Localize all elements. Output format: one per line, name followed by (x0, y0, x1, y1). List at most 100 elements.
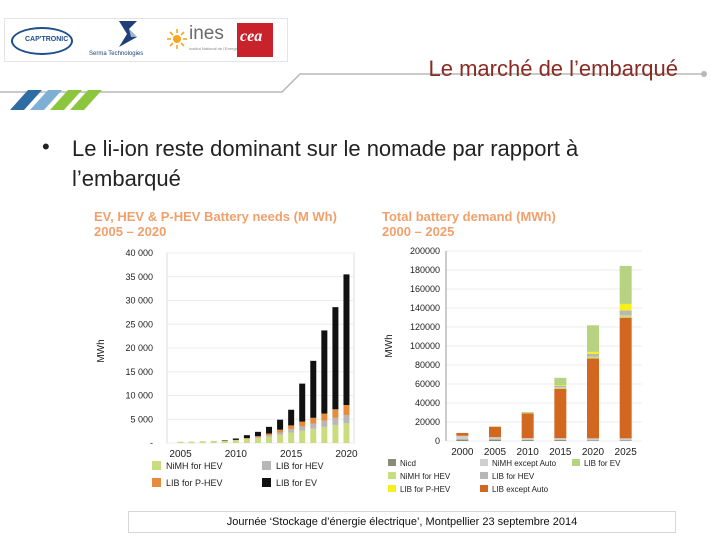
right-bar-segment (619, 315, 632, 318)
left-bar-segment (288, 409, 295, 426)
right-legend-swatch (388, 472, 396, 479)
left-chart-title: EV, HEV & P-HEV Battery needs (M Wh) (94, 209, 337, 224)
left-ytick-label: 20 000 (125, 343, 153, 353)
right-legend-label: NiMH except Auto (492, 459, 557, 468)
left-ytick-label: 40 000 (125, 248, 153, 258)
bullet-text: Le li-ion reste dominant sur le nomade p… (72, 136, 579, 191)
right-ytick-label: 60000 (415, 379, 440, 389)
left-bar-segment (299, 426, 306, 431)
left-ytick-label: 35 000 (125, 272, 153, 282)
ines-logo-text: ines (189, 23, 224, 44)
left-chart-title: 2005 – 2020 (94, 224, 166, 239)
right-ytick-label: 80000 (415, 360, 440, 370)
left-legend-label: LIB for HEV (276, 461, 324, 471)
right-bar-segment (587, 325, 599, 352)
left-ytick-label: 30 000 (125, 296, 153, 306)
left-bar-segment (343, 274, 350, 405)
right-bar-segment (619, 310, 632, 316)
right-bar-segment (554, 440, 567, 441)
left-ytick-label: 10 000 (125, 391, 153, 401)
left-bar-segment (332, 307, 339, 410)
right-xtick-label: 2020 (582, 447, 605, 458)
right-xtick-label: 2000 (451, 447, 474, 458)
left-xtick-label: 2015 (280, 449, 303, 460)
left-bar-segment (266, 433, 273, 436)
right-legend-label: LIB for EV (584, 459, 621, 468)
left-bar-segment (254, 437, 261, 439)
left-legend-label: LIB for P-HEV (166, 478, 223, 488)
left-bar-segment (332, 409, 339, 418)
left-bar-segment (310, 423, 317, 429)
right-bar-segment (587, 440, 599, 441)
sun-icon (167, 29, 187, 49)
left-legend-label: NiMH for HEV (166, 461, 223, 471)
left-xtick-label: 2005 (169, 449, 192, 460)
left-bar-segment (177, 441, 184, 443)
right-bar-segment (619, 303, 632, 311)
left-bar-segment (277, 434, 284, 443)
right-legend-label: LIB except Auto (492, 485, 549, 494)
right-bar-segment (554, 377, 567, 386)
right-bar-segment (619, 317, 632, 439)
right-chart-title: Total battery demand (MWh) (382, 209, 556, 224)
serma-mark-icon (119, 21, 137, 47)
right-bar-segment (554, 438, 567, 441)
right-xtick-label: 2025 (615, 447, 638, 458)
right-y-axis-label: MWh (384, 334, 395, 357)
right-bar-segment (587, 438, 599, 441)
right-legend-swatch (388, 485, 396, 492)
stripe-4 (70, 90, 102, 110)
right-bar-segment (521, 412, 534, 414)
right-bar-segment (587, 356, 599, 359)
right-bar-segment (521, 438, 534, 441)
right-bar-segment (521, 413, 534, 439)
right-ytick-label: 100000 (410, 341, 440, 351)
right-ytick-label: 0 (435, 436, 440, 446)
left-ytick-label: 25 000 (125, 319, 153, 329)
left-bar-segment (266, 435, 273, 437)
left-bar-segment (232, 440, 239, 443)
right-bar-segment (456, 435, 469, 440)
left-bar-segment (321, 330, 328, 414)
right-bar-segment (489, 439, 501, 441)
bullet-symbol: • (42, 134, 50, 159)
left-legend-swatch (262, 478, 271, 487)
left-bar-segment (254, 438, 261, 443)
left-bar-segment (266, 436, 273, 443)
cea-logo-text: cea (240, 28, 263, 45)
left-xtick-label: 2020 (335, 449, 358, 460)
right-bar-segment (587, 353, 599, 357)
left-bar-segment (288, 432, 295, 443)
footer-note: Journée ‘Stockage d’énergie électrique’,… (128, 511, 676, 533)
right-legend-swatch (480, 472, 488, 479)
left-bar-segment (310, 360, 317, 418)
left-bar-segment (343, 414, 350, 424)
right-ytick-label: 200000 (410, 246, 440, 256)
left-bar-segment (210, 440, 217, 443)
left-bar-segment (343, 423, 350, 443)
right-ytick-label: 160000 (410, 284, 440, 294)
left-bar-segment (332, 424, 339, 443)
left-bar-segment (310, 428, 317, 443)
right-bar-segment (554, 385, 567, 388)
header-rule (0, 71, 707, 110)
captronic-logo-text: CAP'TRONIC (25, 36, 69, 43)
left-legend-swatch (152, 478, 161, 487)
right-bar-segment (489, 426, 501, 438)
stripe-1 (10, 90, 42, 110)
left-bar-segment (299, 383, 306, 422)
right-bar-segment (619, 438, 632, 441)
ines-logo-subtext: Institut National de l'Energie Solaire (189, 46, 253, 51)
left-bar-segment (299, 421, 306, 427)
left-bar-segment (299, 430, 306, 443)
left-bar-segment (321, 420, 328, 427)
serma-logo-text: Serma Technologies (89, 51, 144, 57)
right-ytick-label: 120000 (410, 322, 440, 332)
left-bar-segment (277, 429, 284, 433)
right-bar-segment (554, 388, 567, 439)
cea-logo: cea (237, 23, 273, 57)
header-rule-dot (701, 71, 707, 77)
left-bar-segment (243, 439, 250, 443)
right-ytick-label: 140000 (410, 303, 440, 313)
right-chart-title: 2000 – 2025 (382, 224, 454, 239)
